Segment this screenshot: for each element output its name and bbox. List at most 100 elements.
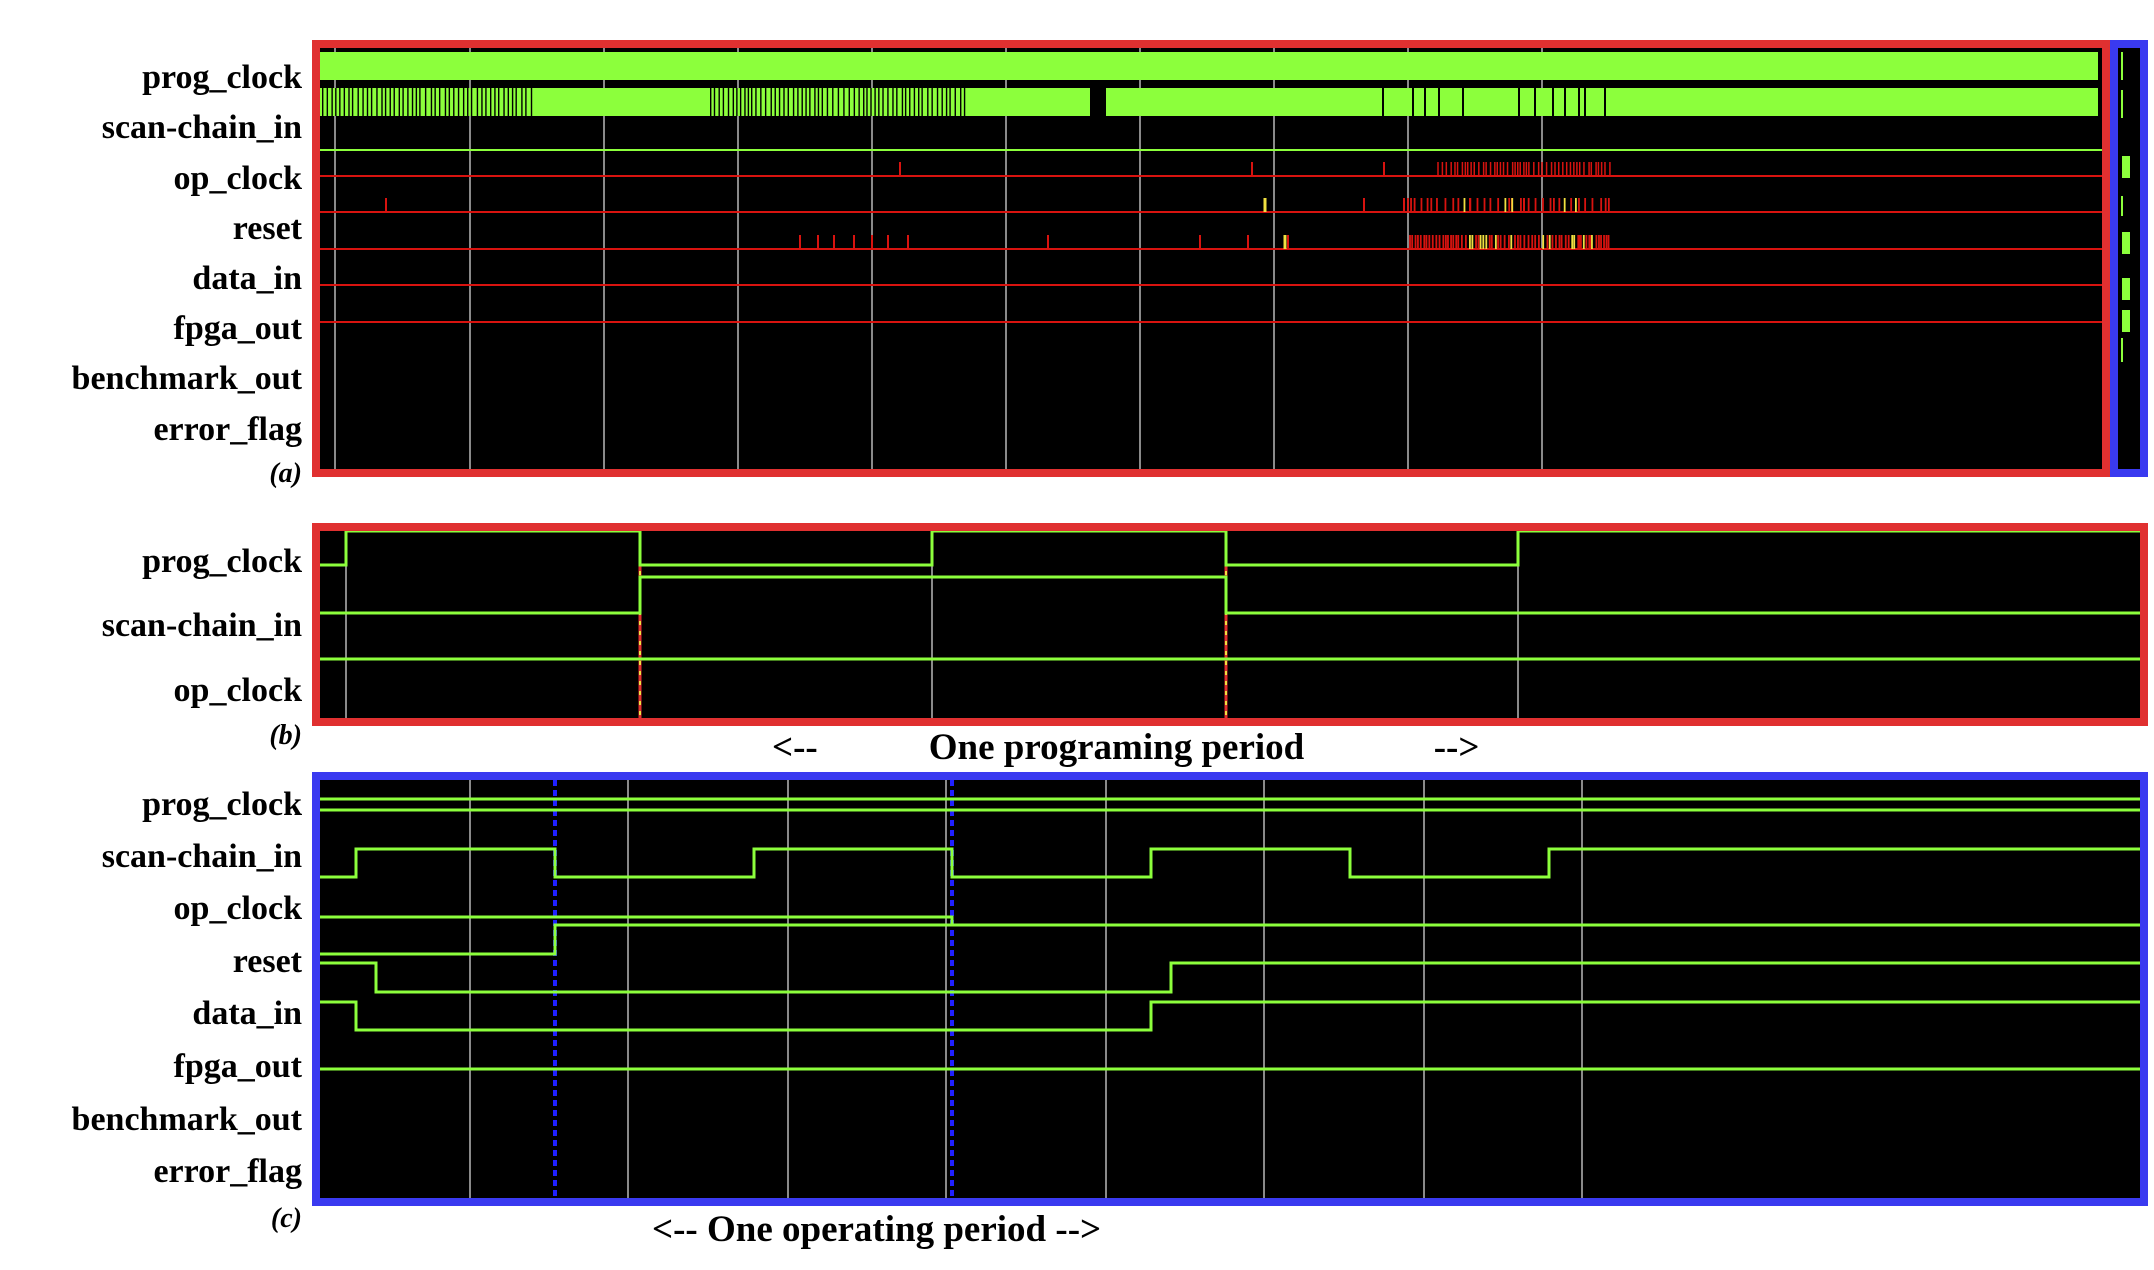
scan-chain-gap (736, 88, 738, 116)
scan-chain-gap (494, 88, 496, 116)
scan-chain-gap (481, 88, 483, 116)
scan-chain-gap (778, 88, 781, 116)
operating-period-caption: <-- One operating period --> (652, 1209, 1102, 1250)
reset-trace (320, 915, 2140, 927)
scan-chain-gap (863, 88, 865, 116)
scan-chain-gap (764, 88, 767, 116)
signal-label: data_in (192, 260, 302, 297)
programming-period-caption: <-- One programing period --> (772, 727, 1480, 768)
scan-chain-gap (853, 88, 856, 116)
waveform-svg (320, 48, 2102, 469)
scan-chain-trace (320, 88, 2098, 116)
scan-chain-gap (901, 88, 904, 116)
scan-chain-gap (821, 88, 824, 116)
scan-chain-gap (787, 88, 789, 116)
signal-label: error_flag (153, 1153, 302, 1190)
scan-chain-gap (882, 88, 884, 116)
scan-chain-gap (322, 88, 324, 116)
signal-label: fpga_out (173, 310, 302, 347)
scan-chain-gap (718, 88, 720, 116)
signal-label: scan-chain_in (101, 607, 302, 644)
signal-label: prog_clock (142, 543, 302, 580)
scan-chain-gap (430, 88, 433, 116)
scan-chain-gap (1534, 88, 1536, 116)
scan-chain-gap (792, 88, 795, 116)
scan-chain-gap (376, 88, 378, 116)
scan-chain-gap (896, 88, 898, 116)
scan-chain-gap (837, 88, 840, 116)
scan-chain-gap (732, 88, 735, 116)
scan-chain-trace (320, 575, 2140, 615)
scan-chain-gap (760, 88, 762, 116)
signal-label: op_clock (173, 672, 302, 709)
scan-chain-gap (747, 88, 750, 116)
signal-label: op_clock (173, 160, 302, 197)
scan-chain-gap (530, 88, 533, 116)
scan-chain-gap (1412, 88, 1414, 116)
scan-chain-gap (1552, 88, 1554, 116)
scan-chain-gap (826, 88, 829, 116)
scan-chain-gap (511, 88, 514, 116)
scan-chain-gap (331, 88, 333, 116)
scan-chain-gap (744, 88, 746, 116)
panel-label: (b) (269, 720, 302, 751)
scan-chain-gap (411, 88, 414, 116)
signal-label: reset (232, 210, 302, 247)
waveform-svg (320, 780, 2140, 1198)
scan-chain-gap (751, 88, 753, 116)
scan-chain-gap (870, 88, 872, 116)
scan-chain-gap (892, 88, 894, 116)
scan-chain-gap (755, 88, 757, 116)
signal-label: error_flag (153, 411, 302, 448)
scan-chain-gap (339, 88, 341, 116)
scan-chain-gap (407, 88, 409, 116)
scan-chain-gap (389, 88, 391, 116)
scan-chain-gap (448, 88, 451, 116)
waveform-svg (2121, 52, 2130, 362)
scan-chain-gap (470, 88, 473, 116)
panel-a-waveform-tail (2110, 40, 2148, 477)
signal-label: fpga_out (173, 1048, 302, 1085)
scan-chain-gap (398, 88, 401, 116)
tail-block (2122, 232, 2130, 254)
scan-chain-gap (438, 88, 441, 116)
scan-chain-gap (434, 88, 436, 116)
scan-chain-gap (739, 88, 742, 116)
scan-chain-gap (326, 88, 329, 116)
scan-chain-gap (525, 88, 527, 116)
scan-chain-gap (1424, 88, 1426, 116)
scan-chain-gap (1090, 88, 1106, 116)
scan-chain-gap (878, 88, 880, 116)
scan-chain-gap (797, 88, 799, 116)
scan-chain-gap (809, 88, 811, 116)
panel-label: (a) (269, 458, 302, 489)
scan-chain-gap (722, 88, 725, 116)
scan-chain-gap (402, 88, 404, 116)
benchmark-out-trace (320, 1000, 2140, 1032)
prog-clock-trace (320, 52, 2098, 80)
scan-chain-gap (774, 88, 776, 116)
scan-chain-gap (814, 88, 816, 116)
panel-a-waveform (312, 40, 2110, 477)
scan-chain-gap (936, 88, 939, 116)
scan-chain-gap (941, 88, 943, 116)
scan-chain-gap (913, 88, 916, 116)
scan-chain-gap (1518, 88, 1520, 116)
signal-label: prog_clock (142, 786, 302, 823)
scan-chain-gap (858, 88, 860, 116)
scan-chain-gap (381, 88, 383, 116)
scan-chain-gap (489, 88, 492, 116)
scan-chain-gap (521, 88, 523, 116)
scan-chain-gap (384, 88, 387, 116)
scan-chain-gap (713, 88, 716, 116)
scan-chain-gap (770, 88, 772, 116)
scan-chain-gap (366, 88, 369, 116)
scan-chain-gap (921, 88, 923, 116)
scan-chain-gap (960, 88, 962, 116)
scan-chain-gap (801, 88, 803, 116)
data-in-trace (320, 923, 952, 956)
scan-chain-gap (710, 88, 712, 116)
scan-chain-gap (909, 88, 911, 116)
scan-chain-gap (343, 88, 346, 116)
scan-chain-gap (832, 88, 834, 116)
